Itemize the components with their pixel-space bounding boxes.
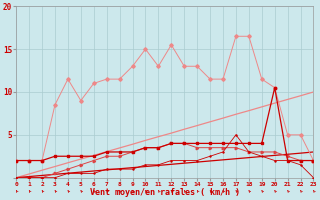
X-axis label: Vent moyen/en rafales ( km/h ): Vent moyen/en rafales ( km/h ) bbox=[90, 188, 240, 197]
